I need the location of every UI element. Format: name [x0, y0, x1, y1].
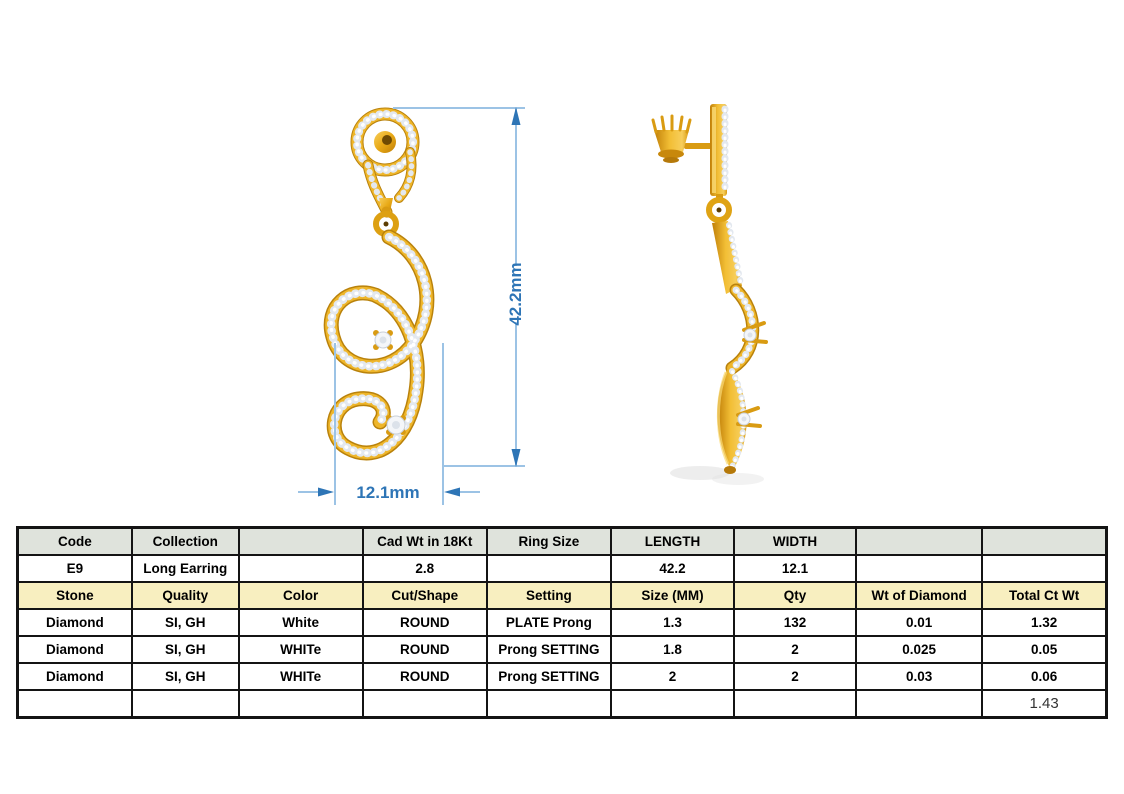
table-cell	[609, 689, 736, 719]
table-cell: Prong SETTING	[485, 662, 612, 691]
table-cell: PLATE Prong	[485, 608, 612, 637]
table-cell: 2	[733, 635, 857, 664]
table-cell: 12.1	[733, 554, 857, 583]
accent-diamond-crossing	[373, 330, 393, 350]
table-cell	[16, 689, 133, 719]
table-cell: Qty	[733, 581, 857, 610]
table-cell: 2	[733, 662, 857, 691]
table-cell	[485, 554, 612, 583]
table-cell	[854, 554, 984, 583]
table-cell	[854, 526, 984, 556]
screw-back	[651, 114, 714, 163]
table-cell: Total Ct Wt	[981, 581, 1108, 610]
width-dimension-label: 12.1mm	[356, 483, 419, 502]
table-cell	[237, 689, 364, 719]
table-cell	[361, 689, 488, 719]
table-cell: Long Earring	[130, 554, 240, 583]
table-cell	[981, 526, 1108, 556]
table-cell: Ring Size	[485, 526, 612, 556]
table-cell: White	[237, 608, 364, 637]
table-cell: Size (MM)	[609, 581, 736, 610]
table-row: Stone Quality Color Cut/Shape Setting Size (M…	[16, 581, 1108, 610]
table-cell: Cut/Shape	[361, 581, 488, 610]
table-cell	[485, 689, 612, 719]
table-cell: 1.32	[981, 608, 1108, 637]
table-cell	[733, 689, 857, 719]
table-cell: WIDTH	[733, 526, 857, 556]
table-cell: Collection	[130, 526, 240, 556]
arrow-up-icon	[511, 107, 521, 125]
width-dimension: 12.1mm	[298, 343, 480, 505]
earring-front-drawing	[323, 107, 435, 461]
table-cell: Prong SETTING	[485, 635, 612, 664]
table-cell	[130, 689, 240, 719]
accent-diamond-center	[386, 415, 406, 435]
arrow-down-icon	[511, 449, 521, 467]
jump-ring-side	[706, 197, 732, 223]
table-cell: ROUND	[361, 635, 488, 664]
table-cell: ROUND	[361, 662, 488, 691]
table-cell: SI, GH	[130, 662, 240, 691]
table-cell	[237, 526, 364, 556]
table-cell: 1.8	[609, 635, 736, 664]
table-cell: Diamond	[16, 662, 133, 691]
table-row: Diamond SI, GH WHITe ROUND Prong SETTING 2 2 0.…	[16, 662, 1108, 691]
arrow-right-icon	[318, 487, 334, 497]
shadow	[670, 466, 730, 480]
spec-table: Code Collection Cad Wt in 18Kt Ring Size LEN…	[16, 526, 1108, 719]
table-cell: Color	[237, 581, 364, 610]
prong-mid	[742, 321, 768, 344]
table-row: Diamond SI, GH WHITe ROUND Prong SETTING 1.8 2…	[16, 635, 1108, 664]
table-row: 1.43	[16, 689, 1108, 719]
table-cell: 0.01	[854, 608, 984, 637]
table-cell: Diamond	[16, 635, 133, 664]
earring-side-view	[651, 104, 768, 485]
table-cell: WHITe	[237, 662, 364, 691]
table-cell: E9	[16, 554, 133, 583]
table-cell: 0.03	[854, 662, 984, 691]
table-cell: 1.43	[981, 689, 1108, 719]
table-cell: 42.2	[609, 554, 736, 583]
earring-side-drawing	[651, 104, 768, 485]
arrow-left-icon	[444, 487, 460, 497]
table-cell: LENGTH	[609, 526, 736, 556]
table-cell: Code	[16, 526, 133, 556]
table-cell: Cad Wt in 18Kt	[361, 526, 488, 556]
upper-blade	[712, 221, 742, 294]
table-row: E9 Long Earring 2.8 42.2 12.1	[16, 554, 1108, 583]
table-cell	[854, 689, 984, 719]
height-dimension-label: 42.2mm	[506, 262, 525, 325]
shadow	[712, 473, 764, 485]
table-cell: ROUND	[361, 608, 488, 637]
table-cell: Wt of Diamond	[854, 581, 984, 610]
table-cell	[981, 554, 1108, 583]
table-cell: 0.06	[981, 662, 1108, 691]
table-cell: 132	[733, 608, 857, 637]
table-cell: SI, GH	[130, 635, 240, 664]
earring-front-view: 42.2mm 12.1mm	[298, 107, 525, 505]
table-cell: Stone	[16, 581, 133, 610]
table-cell: WHITe	[237, 635, 364, 664]
table-cell: Diamond	[16, 608, 133, 637]
table-cell: Quality	[130, 581, 240, 610]
table-cell: SI, GH	[130, 608, 240, 637]
table-cell: 0.05	[981, 635, 1108, 664]
table-cell: 1.3	[609, 608, 736, 637]
prong-bottom	[736, 406, 762, 428]
height-dimension: 42.2mm	[393, 107, 525, 467]
table-cell: 2	[609, 662, 736, 691]
table-row: Code Collection Cad Wt in 18Kt Ring Size LEN…	[16, 526, 1108, 556]
table-cell: 0.025	[854, 635, 984, 664]
table-cell: Setting	[485, 581, 612, 610]
table-row: Diamond SI, GH White ROUND PLATE Prong 1.3 132…	[16, 608, 1108, 637]
table-cell	[237, 554, 364, 583]
table-cell: 2.8	[361, 554, 488, 583]
